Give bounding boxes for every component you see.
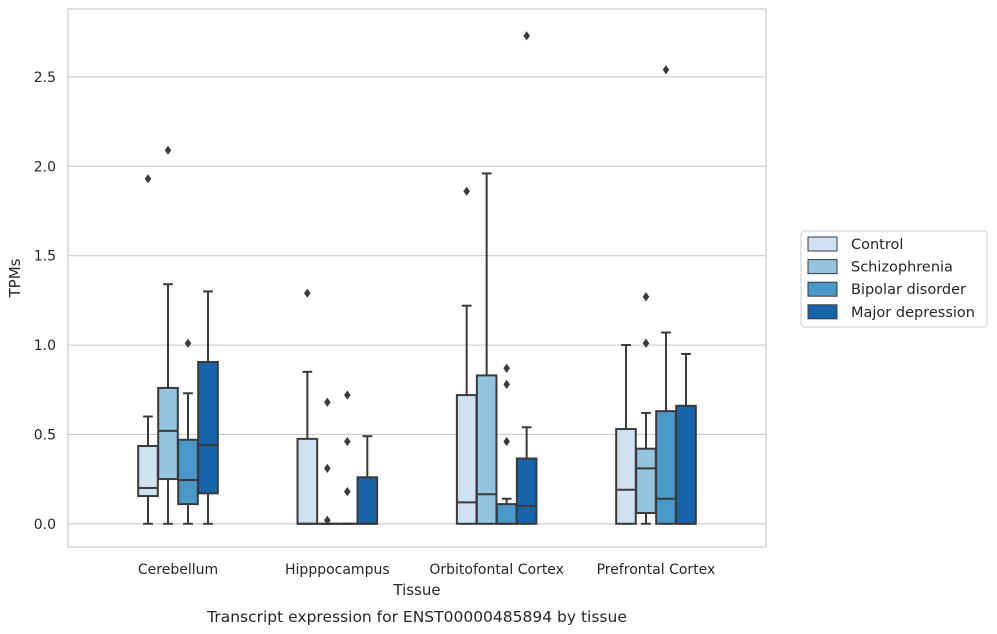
outlier-point (344, 436, 351, 447)
box-control (296, 288, 319, 525)
y-tick-label: 1.5 (34, 249, 56, 265)
box-body (675, 404, 697, 525)
box-body (197, 361, 219, 495)
y-tick-label: 0.5 (34, 427, 56, 443)
box-body (157, 386, 179, 481)
box-schizophrenia (157, 145, 179, 525)
outlier-point (642, 338, 650, 348)
legend-swatch (807, 304, 838, 320)
outlier-point (503, 379, 510, 389)
legend: Control Schizophrenia Bipolar disorder Majo… (800, 230, 988, 328)
x-tick-label: Prefrontal Cortex (597, 562, 716, 578)
legend-label: Control (851, 237, 903, 253)
box-control (455, 186, 478, 525)
outlier-point (503, 436, 510, 447)
legend-label: Schizophrenia (851, 260, 953, 276)
box-body (635, 447, 657, 515)
box-body (475, 374, 498, 525)
box-major-depression (356, 435, 379, 525)
box-bipolar-disorder (177, 338, 199, 525)
legend-swatch (807, 259, 838, 275)
box-control (137, 174, 159, 525)
y-axis-label: TPMs (6, 258, 24, 298)
outlier-point (324, 463, 331, 473)
x-tick-label: Hipppocampus (285, 562, 390, 578)
box-schizophrenia (475, 172, 498, 525)
box-body (615, 428, 637, 525)
outlier-point (662, 65, 670, 75)
legend-label: Major depression (851, 305, 975, 321)
y-tick-label: 2.5 (34, 70, 56, 86)
x-tick-label: Orbitofontal Cortex (429, 562, 564, 578)
legend-label: Bipolar disorder (851, 282, 966, 298)
outlier-point (503, 363, 510, 373)
legend-frame (800, 230, 988, 328)
plot-frame (67, 8, 767, 548)
box-body (356, 476, 379, 525)
legend-swatch (807, 236, 838, 252)
outlier-point (164, 145, 172, 155)
outlier-point (463, 186, 470, 196)
box-body (455, 394, 478, 525)
x-tick-labels: Cerebellum Hipppocampus Orbitofontal Corte… (138, 562, 715, 578)
chart-caption: Transcript expression for ENST0000048589… (206, 608, 627, 626)
outlier-point (344, 390, 351, 400)
x-tick-label: Cerebellum (138, 562, 218, 578)
outlier-point (304, 288, 311, 298)
outlier-point (642, 292, 650, 302)
box-control (615, 344, 637, 525)
outlier-point (324, 397, 331, 407)
x-axis-label: Tissue (392, 581, 440, 599)
y-tick-labels: 0.0 0.5 1.0 1.5 2.0 2.5 (34, 70, 56, 533)
box-groups (137, 31, 697, 525)
box-schizophrenia (635, 292, 657, 525)
box-body (296, 437, 319, 525)
box-major-depression (515, 31, 538, 525)
legend-swatch (807, 281, 838, 297)
box-body (515, 457, 538, 525)
box-body (495, 503, 518, 525)
box-body (177, 438, 199, 506)
y-tick-label: 1.0 (34, 338, 56, 354)
outlier-point (184, 338, 192, 348)
outlier-point (523, 31, 530, 41)
outlier-point (144, 174, 152, 184)
outlier-point (344, 486, 351, 497)
y-tick-label: 2.0 (34, 159, 56, 175)
box-major-depression (197, 290, 219, 525)
box-major-depression (675, 352, 697, 525)
box-body (655, 410, 677, 525)
y-tick-label: 0.0 (34, 517, 56, 533)
outlier-point (324, 515, 331, 525)
